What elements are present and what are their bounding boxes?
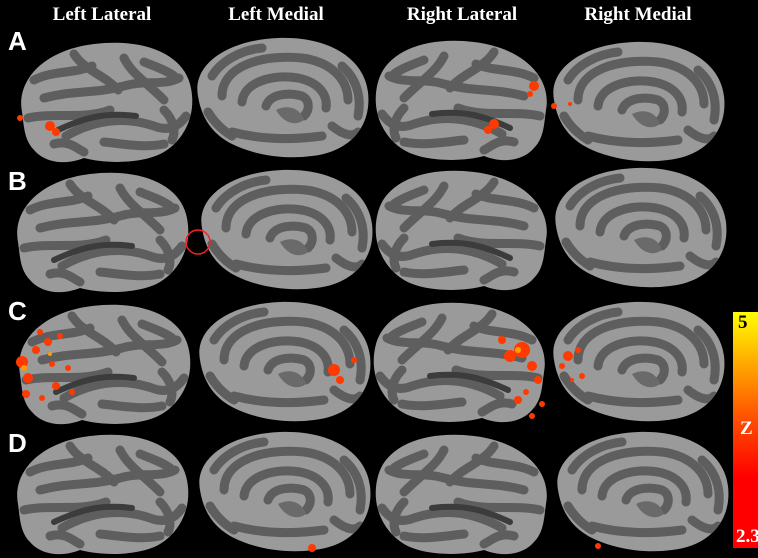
colorbar-min-label: 2.3 [736,526,758,547]
column-header-left-medial: Left Medial [228,4,324,25]
brain-d-left-lateral [17,435,188,554]
marker-circle [185,229,211,255]
column-header-right-lateral: Right Lateral [406,4,518,25]
row-label-c: C [8,296,27,326]
brain-b-left-medial [201,170,372,289]
brain-c-left-lateral [16,305,190,424]
brain-a-left-lateral [17,43,192,162]
brain-d-right-lateral [376,435,547,554]
brain-a-left-medial [197,38,368,157]
brain-c-left-medial [199,302,370,421]
brain-a-right-medial [551,42,724,161]
brain-a-right-lateral [376,41,547,160]
brain-b-right-medial [555,168,726,287]
column-header-left-lateral: Left Lateral [52,4,152,25]
colorbar-max-label: 5 [738,312,748,333]
row-label-d: D [8,428,27,458]
brain-c-right-lateral [374,303,545,422]
brain-d-left-medial [199,432,370,552]
colorbar [733,312,758,548]
brain-b-left-lateral [17,173,188,292]
brain-c-right-medial [553,302,724,421]
brain-d-right-medial [557,432,728,551]
row-label-a: A [8,26,27,56]
colorbar-mid-label: Z [740,418,753,439]
row-label-b: B [8,166,27,196]
brain-b-right-lateral [376,171,547,290]
column-header-right-medial: Right Medial [584,4,692,25]
